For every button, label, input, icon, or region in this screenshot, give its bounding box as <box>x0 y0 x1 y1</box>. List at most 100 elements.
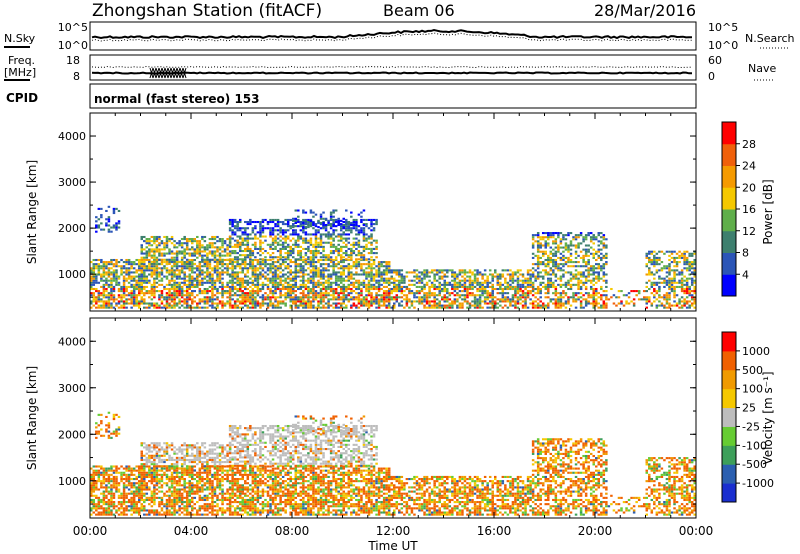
velocity-cell <box>100 513 103 516</box>
power-cell <box>238 218 242 221</box>
power-cell <box>443 283 446 286</box>
power-cell <box>683 261 686 264</box>
power-cell <box>430 285 434 288</box>
power-cell <box>299 249 303 253</box>
power-cell <box>122 271 126 274</box>
power-cell <box>299 302 303 305</box>
power-cell <box>165 252 169 255</box>
power-cell <box>648 279 651 282</box>
power-cell <box>251 267 255 270</box>
power-cell <box>122 265 126 268</box>
power-cell <box>645 281 648 284</box>
power-cell <box>602 275 606 278</box>
power-cell <box>539 263 542 266</box>
power-cell <box>115 261 118 264</box>
power-cell <box>365 296 368 299</box>
power-cell <box>100 294 103 297</box>
power-cell <box>557 298 560 301</box>
power-cell <box>408 300 411 303</box>
power-cell <box>299 279 303 282</box>
power-cell <box>148 292 151 295</box>
power-cell <box>289 247 292 250</box>
power-cell <box>382 290 386 293</box>
power-cell <box>355 267 358 270</box>
power-cell <box>292 287 295 291</box>
power-cell <box>266 277 270 280</box>
power-cell <box>670 256 674 259</box>
power-cell <box>557 232 560 235</box>
power-cell <box>531 283 535 286</box>
power-cell <box>584 254 588 257</box>
power-cell <box>322 304 325 307</box>
power-cell <box>521 306 525 309</box>
power-cell <box>269 233 272 236</box>
power-cell <box>347 271 351 274</box>
power-cell <box>246 304 250 307</box>
power-cell <box>544 269 547 272</box>
power-cell <box>355 265 358 268</box>
power-cell <box>135 283 138 286</box>
power-cell <box>228 235 232 238</box>
power-cell <box>602 244 606 247</box>
power-cell <box>294 221 298 224</box>
power-cell <box>547 283 550 286</box>
power-cell <box>254 241 257 244</box>
power-cell <box>173 294 176 297</box>
power-cell <box>266 263 270 266</box>
power-cell <box>327 233 330 236</box>
power-cell <box>458 302 462 305</box>
power-cell <box>385 267 388 270</box>
power-cell <box>410 279 414 282</box>
power-cell <box>231 220 234 224</box>
power-cell <box>264 235 267 238</box>
power-cell <box>334 273 338 276</box>
power-cell <box>178 287 181 291</box>
power-cell <box>191 306 194 309</box>
power-cell <box>249 252 252 255</box>
power-cell <box>584 263 588 266</box>
power-cell <box>274 300 277 303</box>
power-cell <box>438 294 441 297</box>
power-cell <box>663 279 666 282</box>
power-cell <box>211 250 214 253</box>
power-cell <box>279 287 282 291</box>
power-cell <box>577 281 580 284</box>
power-cell <box>693 281 696 284</box>
power-cell <box>173 256 176 259</box>
power-cell <box>539 236 542 239</box>
power-cell <box>188 261 191 264</box>
power-cell <box>605 261 608 264</box>
power-cell <box>233 277 237 280</box>
power-cell <box>148 250 151 253</box>
power-cell <box>541 269 545 272</box>
power-cell <box>249 300 252 303</box>
power-cell <box>100 275 103 278</box>
power-cell <box>678 261 681 264</box>
power-cell <box>347 265 351 268</box>
power-cell <box>387 292 391 295</box>
power-cell <box>294 239 298 242</box>
power-cell <box>352 298 356 301</box>
power-cell <box>473 281 477 284</box>
power-cell <box>251 273 255 276</box>
power-cell <box>165 306 169 309</box>
power-cell <box>289 269 292 272</box>
power-cell <box>600 296 603 299</box>
power-cell <box>198 298 202 301</box>
power-cell <box>115 281 118 284</box>
power-cell <box>314 229 318 232</box>
power-cell <box>269 229 272 232</box>
power-cell <box>289 292 292 295</box>
power-cell <box>370 265 373 268</box>
power-cell <box>221 300 224 303</box>
power-cell <box>595 298 598 301</box>
power-cell <box>693 285 696 288</box>
power-cell <box>582 240 585 243</box>
power-cell <box>294 225 298 228</box>
power-cell <box>592 300 595 303</box>
power-cell <box>350 306 353 309</box>
power-cell <box>122 302 126 305</box>
power-cell <box>246 235 250 238</box>
power-cell <box>191 275 194 278</box>
power-cell <box>319 287 323 291</box>
